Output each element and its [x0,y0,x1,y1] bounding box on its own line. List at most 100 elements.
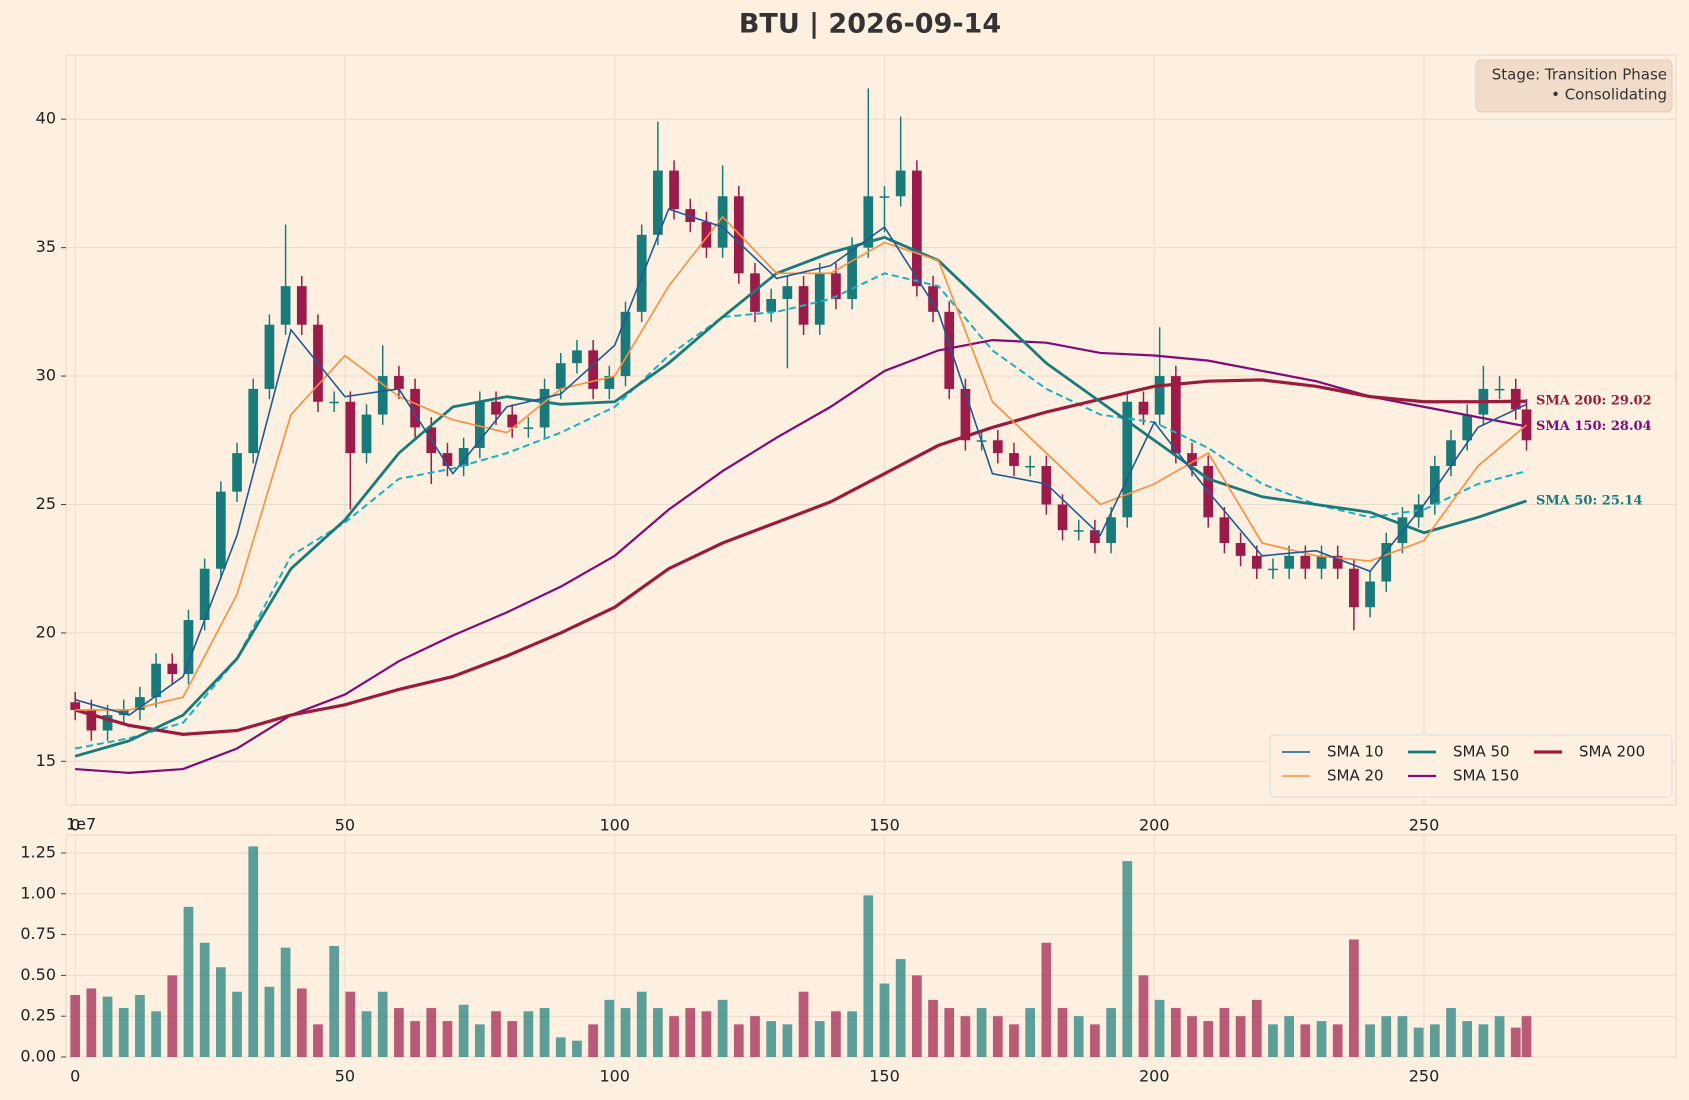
volume-bar [588,1024,598,1057]
volume-bar [620,1008,631,1057]
candle-body [879,196,890,198]
volume-bar [474,1024,485,1057]
volume-bar [669,1016,679,1057]
y-tick-label: 0.75 [20,924,56,943]
volume-bar [928,999,938,1057]
volume-bar [782,1024,793,1057]
candle-body [1122,401,1133,518]
volume-bar [1154,999,1165,1057]
candle-body [1300,555,1311,569]
sma-line [75,338,1527,774]
candle-body [620,311,631,377]
candle-body [248,388,259,454]
volume-bar [1397,1016,1408,1057]
volume-bar [1349,939,1359,1057]
volume-bar [1041,942,1052,1057]
candle-body [394,376,404,389]
candle-body [361,414,372,454]
candle-body [944,311,955,389]
y-tick-label: 15 [36,751,56,770]
volume-bar [895,959,906,1057]
y-tick-label: 0.50 [20,965,56,984]
volume-bar [798,991,809,1057]
candle-body [1349,568,1359,608]
end-label: SMA 50: 25.14 [1536,493,1643,508]
volume-bar [199,942,210,1057]
candle-body [1462,414,1473,441]
volume-bar [685,1008,696,1057]
x-tick-label: 250 [1409,1067,1440,1086]
x-tick-label: 200 [1139,816,1170,835]
sma-line [75,215,1528,711]
x-tick-label: 250 [1409,816,1440,835]
sma-line [74,208,1527,716]
volume-bar [879,983,890,1057]
legend-box [1269,734,1673,798]
volume-bar [1429,1024,1440,1057]
candle-body [523,427,534,429]
volume-bar [1521,1016,1532,1057]
volume-bar [1235,1016,1246,1057]
x-tick-label: 150 [869,1067,900,1086]
volume-bar [1316,1021,1327,1057]
y-tick-label: 25 [36,494,56,513]
volume-bar [345,991,356,1057]
price-frame [65,54,1677,806]
volume-bar [1122,861,1133,1057]
candle-body [1510,388,1521,410]
candle-body [1057,504,1068,531]
candle-body [912,170,922,287]
candle-body [507,414,518,428]
volume-bar [1381,1016,1392,1057]
end-label: SMA 200: 29.02 [1536,394,1652,409]
candle-body [280,286,291,325]
candle-body [1494,388,1505,391]
candle-body [572,350,582,364]
volume-bar [1284,1016,1295,1057]
volume-bar [491,1011,501,1057]
legend-label: SMA 10 [1327,743,1384,761]
volume-bar [167,975,178,1057]
volume-bar [701,1011,712,1057]
candle-body [1041,465,1052,505]
volume-bar [1494,1016,1505,1057]
candle-body [1187,453,1197,466]
volume-bar [442,1021,453,1057]
volume-bar [248,846,259,1057]
volume-bar [215,967,226,1057]
volume-bar [70,994,81,1057]
volume-bar [523,1011,534,1057]
volume-bar [264,986,275,1057]
candle-body [118,709,129,716]
candle-body [264,324,275,389]
volume-bar [1268,1024,1278,1057]
volume-bar [814,1021,825,1057]
volume-bar [1478,1024,1489,1057]
candle-body [814,273,825,325]
volume-bar [539,1008,550,1057]
volume-bar [1365,1024,1375,1057]
candle-body [151,663,161,698]
volume-bar [377,991,388,1057]
candle-body [1235,543,1246,556]
volume-bar [1025,1008,1036,1057]
candle-body [1009,453,1019,466]
volume-bar [653,1008,663,1057]
volume-bar [604,999,615,1057]
volume-bar [458,1004,469,1057]
x-tick-label: 200 [1139,1067,1170,1086]
volume-bar [1203,1021,1214,1057]
candle-body [1365,581,1375,608]
volume-bar [361,1011,372,1057]
volume-bar [118,1008,129,1057]
candle-body [1381,543,1392,582]
volume-bar [976,1008,987,1057]
candle-body [410,388,420,428]
volume-bar [86,988,97,1057]
volume-bar [1106,1008,1116,1057]
stage-text: Stage: Transition Phase [1492,66,1667,84]
candle-body [296,286,307,325]
y-tick-label: 1.00 [20,883,56,902]
candle-body [1219,517,1230,544]
